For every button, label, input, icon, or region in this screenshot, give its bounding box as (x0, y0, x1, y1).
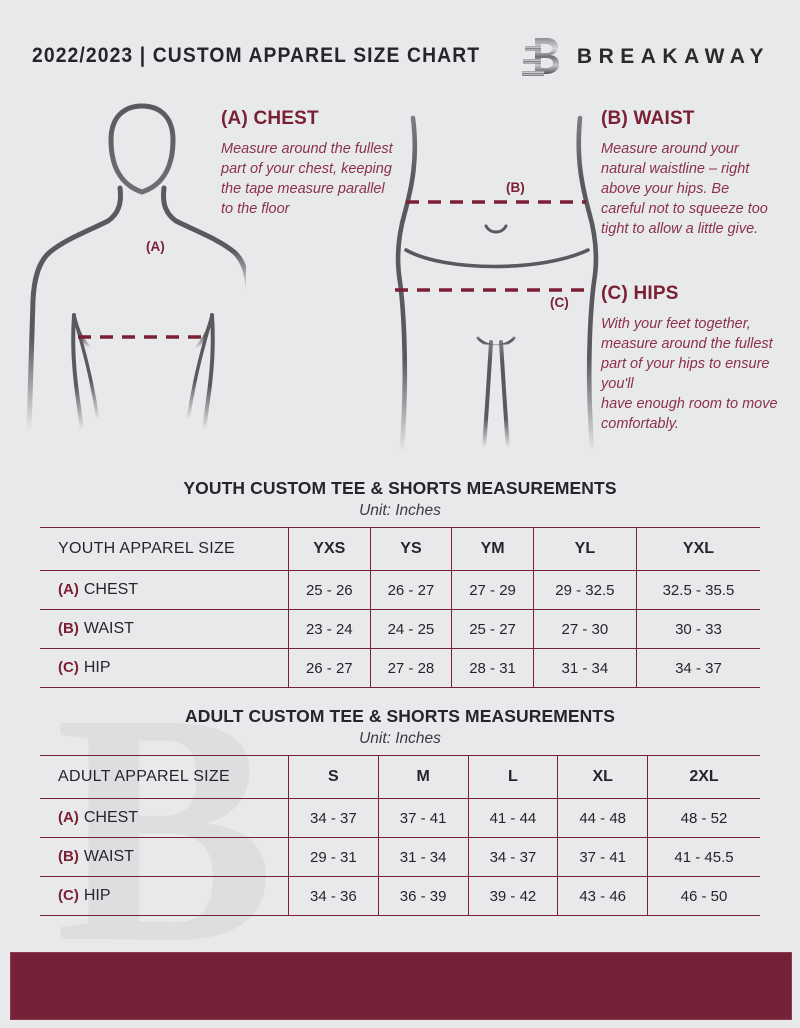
youth-size-label: YOUTH APPAREL SIZE (40, 527, 289, 571)
youth-unit-text: Unit: Inches (359, 502, 441, 519)
youth-hip-0: 26 - 27 (288, 648, 371, 688)
adult-chest-0: 34 - 37 (288, 798, 379, 838)
table-row: (C) HIP 34 - 36 36 - 39 39 - 42 43 - 46 4… (40, 876, 760, 916)
measure-tag-a: (A) (58, 581, 79, 598)
adult-hip-0: 34 - 36 (288, 876, 379, 916)
adult-row-hip-label: (C) HIP (40, 876, 289, 916)
instruction-waist: (B) WAIST Measure around your natural wa… (601, 108, 776, 239)
youth-hip-1: 27 - 28 (370, 648, 453, 688)
upper-body-torso-figure: (A) (16, 100, 251, 465)
youth-hip-3: 31 - 34 (533, 648, 637, 688)
page-title: 2022/2023 | CUSTOM APPAREL SIZE CHART (32, 44, 481, 67)
footer-bar (10, 952, 792, 1020)
adult-col-4: 2XL (647, 755, 760, 799)
youth-section-title: YOUTH CUSTOM TEE & SHORTS MEASUREMENTS U… (0, 478, 800, 520)
youth-row-hip-label: (C) HIP (40, 648, 289, 688)
youth-waist-3: 27 - 30 (533, 609, 637, 649)
youth-row-waist-text: WAIST (83, 620, 134, 637)
adult-hip-2: 39 - 42 (468, 876, 559, 916)
adult-waist-3: 37 - 41 (557, 837, 649, 877)
table-row: (A) CHEST 34 - 37 37 - 41 41 - 44 44 - 48… (40, 798, 760, 838)
measure-tag-a: (A) (58, 809, 79, 826)
lower-body-hips-figure: (B) (C) (390, 112, 605, 467)
adult-size-table: ADULT APPAREL SIZE S M L XL 2XL (A) CHEST… (40, 755, 760, 916)
adult-hip-1: 36 - 39 (378, 876, 469, 916)
youth-row-hip-text: HIP (83, 659, 111, 676)
table-header-row: ADULT APPAREL SIZE S M L XL 2XL (40, 755, 760, 799)
page-header: 2022/2023 | CUSTOM APPAREL SIZE CHART (0, 30, 800, 82)
youth-chest-0: 25 - 26 (288, 570, 371, 610)
adult-row-chest-text: CHEST (83, 809, 139, 826)
adult-row-chest-label: (A) CHEST (40, 798, 289, 838)
youth-col-2: YM (451, 527, 534, 571)
adult-chest-3: 44 - 48 (557, 798, 649, 838)
measure-tag-c: (C) (58, 659, 79, 676)
youth-title-text: YOUTH CUSTOM TEE & SHORTS MEASUREMENTS (183, 478, 617, 498)
adult-chest-2: 41 - 44 (468, 798, 559, 838)
instruction-waist-title: (B) WAIST (601, 108, 695, 129)
measure-tag-b: (B) (58, 620, 79, 637)
youth-chest-1: 26 - 27 (370, 570, 453, 610)
measure-tag-c: (C) (58, 887, 79, 904)
youth-col-0: YXS (288, 527, 371, 571)
youth-row-chest-text: CHEST (83, 581, 139, 598)
table-header-row: YOUTH APPAREL SIZE YXS YS YM YL YXL (40, 527, 760, 571)
instruction-hips: (C) HIPS With your feet together, measur… (601, 283, 781, 434)
adult-waist-0: 29 - 31 (288, 837, 379, 877)
brand-wordmark: BREAKAWAY (576, 45, 770, 68)
youth-waist-1: 24 - 25 (370, 609, 453, 649)
table-row: (A) CHEST 25 - 26 26 - 27 27 - 29 29 - 32… (40, 570, 760, 610)
youth-waist-2: 25 - 27 (451, 609, 534, 649)
adult-waist-1: 31 - 34 (378, 837, 469, 877)
youth-waist-4: 30 - 33 (636, 609, 760, 649)
youth-size-table: YOUTH APPAREL SIZE YXS YS YM YL YXL (A) C… (40, 527, 760, 688)
adult-col-0: S (288, 755, 379, 799)
adult-chest-1: 37 - 41 (378, 798, 469, 838)
youth-row-chest-label: (A) CHEST (40, 570, 289, 610)
youth-col-4: YXL (636, 527, 760, 571)
youth-row-waist-label: (B) WAIST (40, 609, 289, 649)
youth-chest-4: 32.5 - 35.5 (636, 570, 760, 610)
adult-col-2: L (468, 755, 559, 799)
youth-chest-3: 29 - 32.5 (533, 570, 637, 610)
table-row: (C) HIP 26 - 27 27 - 28 28 - 31 31 - 34 3… (40, 648, 760, 688)
instruction-chest-title: (A) CHEST (221, 108, 319, 129)
youth-waist-0: 23 - 24 (288, 609, 371, 649)
waist-callout-label: (B) (506, 180, 525, 195)
instruction-hips-body: With your feet together, measure around … (601, 316, 778, 432)
instruction-waist-body: Measure around your natural waistline – … (601, 141, 768, 237)
adult-hip-3: 43 - 46 (557, 876, 649, 916)
brand-logo: BREAKAWAY (521, 34, 770, 80)
youth-hip-2: 28 - 31 (451, 648, 534, 688)
adult-col-1: M (378, 755, 469, 799)
adult-section-title: ADULT CUSTOM TEE & SHORTS MEASUREMENTS U… (0, 706, 800, 748)
adult-waist-4: 41 - 45.5 (647, 837, 760, 877)
adult-unit-text: Unit: Inches (359, 730, 441, 747)
youth-hip-4: 34 - 37 (636, 648, 760, 688)
adult-chest-4: 48 - 52 (647, 798, 760, 838)
adult-size-label: ADULT APPAREL SIZE (40, 755, 289, 799)
adult-row-waist-text: WAIST (83, 848, 134, 865)
adult-col-3: XL (557, 755, 649, 799)
instruction-hips-title: (C) HIPS (601, 283, 679, 304)
measure-tag-b: (B) (58, 848, 79, 865)
adult-hip-4: 46 - 50 (647, 876, 760, 916)
table-row: (B) WAIST 29 - 31 31 - 34 34 - 37 37 - 41… (40, 837, 760, 877)
breakaway-b-monogram-icon (521, 34, 561, 80)
youth-chest-2: 27 - 29 (451, 570, 534, 610)
instruction-chest-body: Measure around the fullest part of your … (221, 141, 393, 217)
chest-callout-label: (A) (146, 239, 165, 254)
youth-col-3: YL (533, 527, 637, 571)
adult-title-text: ADULT CUSTOM TEE & SHORTS MEASUREMENTS (185, 706, 615, 726)
adult-row-waist-label: (B) WAIST (40, 837, 289, 877)
hip-callout-label: (C) (550, 295, 569, 310)
instruction-chest: (A) CHEST Measure around the fullest par… (221, 108, 396, 219)
youth-col-1: YS (370, 527, 453, 571)
table-row: (B) WAIST 23 - 24 24 - 25 25 - 27 27 - 30… (40, 609, 760, 649)
adult-row-hip-text: HIP (83, 887, 111, 904)
adult-waist-2: 34 - 37 (468, 837, 559, 877)
